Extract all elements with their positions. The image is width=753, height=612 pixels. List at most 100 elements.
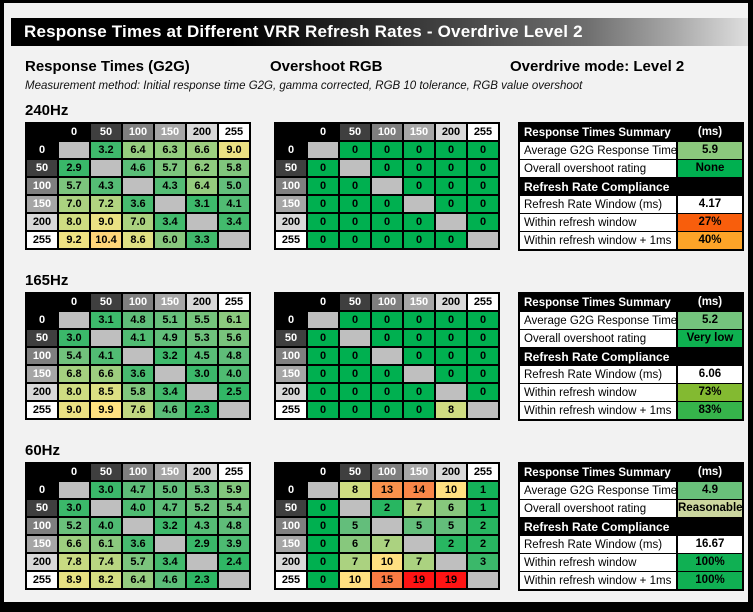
overshoot-cell: 15 (370, 570, 404, 590)
axis-header-cell: 0 (306, 462, 340, 482)
axis-header-cell: 50 (89, 122, 123, 142)
g2g-cell: 6.4 (121, 140, 155, 160)
tables-row: 0 50 100 150 200 255 0 3.1 4.8 5.1 5.5 6.1 50 3.0 4.1 4… (25, 292, 748, 421)
axis-corner-cell (25, 292, 59, 312)
diagonal-empty-cell (434, 212, 468, 232)
g2g-cell: 7.8 (57, 552, 91, 572)
g2g-cell: 5.0 (217, 176, 251, 196)
diagonal-empty-cell (57, 310, 91, 330)
g2g-cell: 3.4 (217, 212, 251, 232)
summary-row: Average G2G Response Time 5.9 (520, 141, 742, 159)
g2g-cell: 6.0 (153, 230, 187, 250)
overshoot-cell: 0 (338, 364, 372, 384)
diagonal-empty-cell (370, 516, 404, 536)
summary-row-label: Refresh Rate Window (ms) (524, 538, 663, 551)
section-240hz: 240Hz 0 50 100 150 200 255 0 3.2 6.4 6.3 6.6 9.0 50 2.… (25, 102, 748, 251)
g2g-cell: 3.3 (185, 230, 219, 250)
g2g-heatmap-table: 0 50 100 150 200 255 0 3.1 4.8 5.1 5.5 6.1 50 3.0 4.1 4… (25, 292, 251, 420)
axis-header-cell: 200 (274, 382, 308, 402)
axis-corner-cell (25, 122, 59, 142)
overshoot-cell: 0 (466, 364, 500, 384)
diagonal-empty-cell (466, 570, 500, 590)
overdrive-mode-header: Overdrive mode: Level 2 (510, 58, 685, 75)
g2g-cell: 3.2 (153, 516, 187, 536)
overshoot-cell: 0 (466, 382, 500, 402)
overshoot-cell: 0 (306, 498, 340, 518)
summary-value-cell: 5.2 (676, 312, 742, 329)
axis-header-cell: 255 (466, 122, 500, 142)
g2g-cell: 8.9 (57, 570, 91, 590)
g2g-cell: 3.0 (185, 364, 219, 384)
summary-row: Response Times Summary (ms) (520, 294, 742, 311)
axis-header-cell: 255 (217, 122, 251, 142)
overshoot-cell: 0 (306, 570, 340, 590)
tables-row: 0 50 100 150 200 255 0 3.2 6.4 6.3 6.6 9.0 50 2.9 4.6 5… (25, 122, 748, 251)
overshoot-cell: 0 (306, 552, 340, 572)
g2g-cell: 4.3 (89, 176, 123, 196)
overshoot-cell: 0 (466, 158, 500, 178)
axis-header-cell: 150 (25, 364, 59, 384)
axis-header-cell: 0 (57, 122, 91, 142)
axis-header-cell: 150 (402, 292, 436, 312)
overshoot-cell: 0 (306, 212, 340, 232)
axis-header-cell: 150 (274, 534, 308, 554)
axis-header-cell: 200 (25, 382, 59, 402)
g2g-cell: 7.4 (89, 552, 123, 572)
g2g-cell: 4.0 (89, 516, 123, 536)
diagonal-empty-cell (370, 346, 404, 366)
summary-value-cell: 83% (676, 402, 742, 419)
axis-header-cell: 150 (153, 462, 187, 482)
axis-corner-cell (25, 462, 59, 482)
overshoot-cell: 0 (402, 158, 436, 178)
g2g-cell: 6.3 (153, 140, 187, 160)
g2g-cell: 4.6 (121, 158, 155, 178)
overshoot-heatmap-table: 0 50 100 150 200 255 0 8 13 14 10 1 50 0 2 7 6 1 100 0 5 5 5 2 1… (274, 462, 500, 590)
overshoot-column-header: Overshoot RGB (270, 58, 383, 75)
g2g-cell: 8.2 (89, 570, 123, 590)
overshoot-cell: 0 (434, 346, 468, 366)
g2g-cell: 4.3 (153, 176, 187, 196)
axis-header-cell: 150 (402, 122, 436, 142)
overshoot-cell: 0 (466, 346, 500, 366)
g2g-cell: 5.1 (153, 310, 187, 330)
g2g-cell: 8.0 (57, 212, 91, 232)
summary-value-cell: 100% (676, 554, 742, 571)
overshoot-cell: 0 (402, 176, 436, 196)
g2g-cell: 5.9 (217, 480, 251, 500)
refresh-rate-label: 165Hz (25, 272, 69, 289)
summary-value-cell: 73% (676, 384, 742, 401)
axis-header-cell: 200 (185, 292, 219, 312)
overshoot-cell: 8 (434, 400, 468, 420)
g2g-cell: 3.4 (153, 382, 187, 402)
overshoot-cell: 0 (402, 140, 436, 160)
report-title: Response Times at Different VRR Refresh … (11, 18, 748, 46)
refresh-rate-label: 240Hz (25, 102, 69, 119)
overshoot-cell: 0 (434, 176, 468, 196)
overshoot-heatmap-table: 0 50 100 150 200 255 0 0 0 0 0 0 50 0 0 0 0 0 100 0 0 0 0 0 150 0… (274, 122, 500, 250)
axis-header-cell: 50 (25, 328, 59, 348)
overshoot-cell: 0 (370, 364, 404, 384)
g2g-cell: 5.6 (217, 328, 251, 348)
overshoot-cell: 14 (402, 480, 436, 500)
g2g-cell: 5.4 (57, 346, 91, 366)
g2g-cell: 4.8 (217, 346, 251, 366)
g2g-cell: 7.0 (57, 194, 91, 214)
axis-header-cell: 100 (25, 346, 59, 366)
axis-header-cell: 50 (338, 122, 372, 142)
axis-header-cell: 200 (274, 212, 308, 232)
diagonal-empty-cell (217, 570, 251, 590)
axis-header-cell: 50 (274, 328, 308, 348)
summary-row: Within refresh window + 1ms 83% (520, 401, 742, 419)
summary-row: Within refresh window 73% (520, 383, 742, 401)
overshoot-cell: 6 (338, 534, 372, 554)
overshoot-cell: 10 (434, 480, 468, 500)
overshoot-cell: 0 (402, 310, 436, 330)
overshoot-cell: 5 (434, 516, 468, 536)
overshoot-cell: 19 (434, 570, 468, 590)
overshoot-cell: 0 (466, 194, 500, 214)
g2g-cell: 3.4 (153, 552, 187, 572)
section-60hz: 60Hz 0 50 100 150 200 255 0 3.0 4.7 5.0 5.3 5.9 50 3.0… (25, 442, 748, 591)
summary-row: Refresh Rate Compliance (520, 517, 742, 535)
g2g-cell: 3.6 (121, 194, 155, 214)
measurement-method-note: Measurement method: Initial response tim… (25, 80, 583, 92)
